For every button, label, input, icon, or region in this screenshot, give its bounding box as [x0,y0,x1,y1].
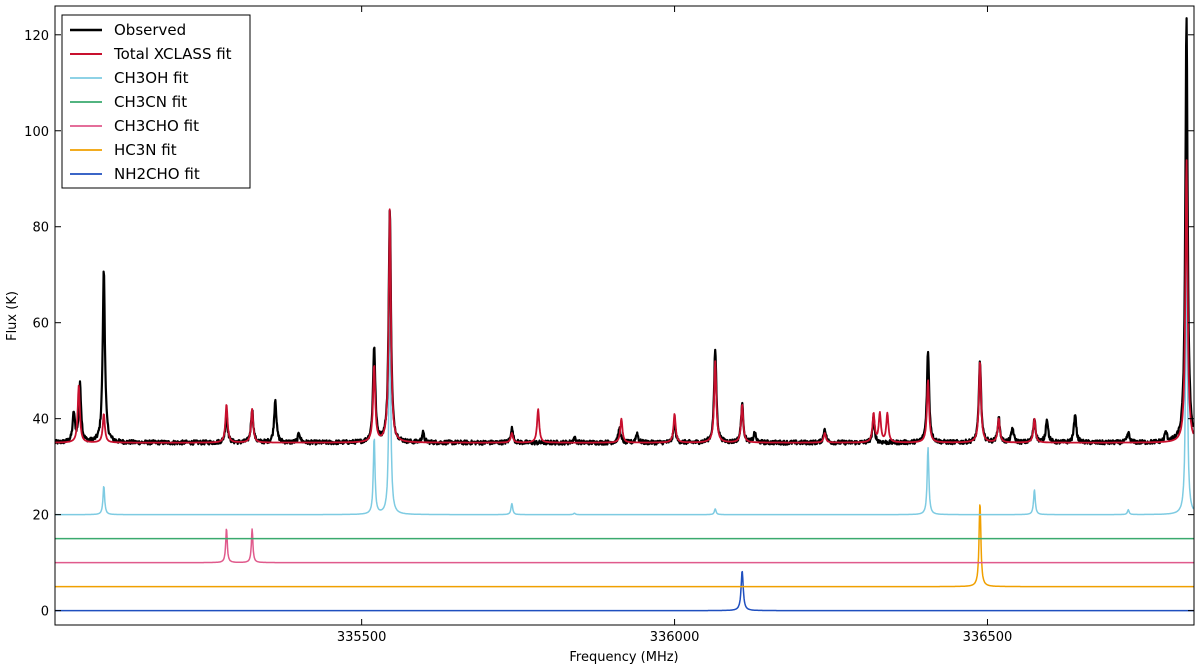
y-tick-label-2: 40 [32,413,49,428]
y-tick-label-4: 80 [32,221,49,236]
plot-frame [54,5,1195,626]
series-line-2 [55,231,1194,516]
legend-label-0: Observed [114,21,186,39]
legend: Observed Total XCLASS fit CH3OH fit CH3CN f… [61,14,251,189]
series-line-6 [55,570,1194,612]
series-layer [55,17,1194,612]
y-axis-label: Flux (K) [5,291,20,341]
legend-label-2: CH3OH fit [114,69,189,87]
series-line-5 [55,504,1194,588]
legend-label-6: NH2CHO fit [114,165,200,183]
x-tick-label-0: 335500 [337,630,387,645]
y-tick-label-6: 120 [24,29,49,44]
y-tick-label-0: 0 [41,605,49,620]
y-tick-label-1: 20 [32,509,49,524]
legend-label-5: HC3N fit [114,141,177,159]
series-line-1 [55,159,1194,444]
legend-box [61,14,251,189]
x-axis-label: Frequency (MHz) [569,650,678,665]
legend-label-4: CH3CHO fit [114,117,199,135]
y-tick-label-5: 100 [24,125,49,140]
legend-label-1: Total XCLASS fit [113,45,232,63]
y-tick-label-3: 60 [32,317,49,332]
x-tick-label-2: 336500 [963,630,1013,645]
series-line-4 [55,528,1194,564]
legend-label-3: CH3CN fit [114,93,187,111]
x-tick-label-1: 336000 [650,630,700,645]
axis-layer: 0 20 40 60 80 100 120 335500 336000 336500 [24,6,1194,645]
